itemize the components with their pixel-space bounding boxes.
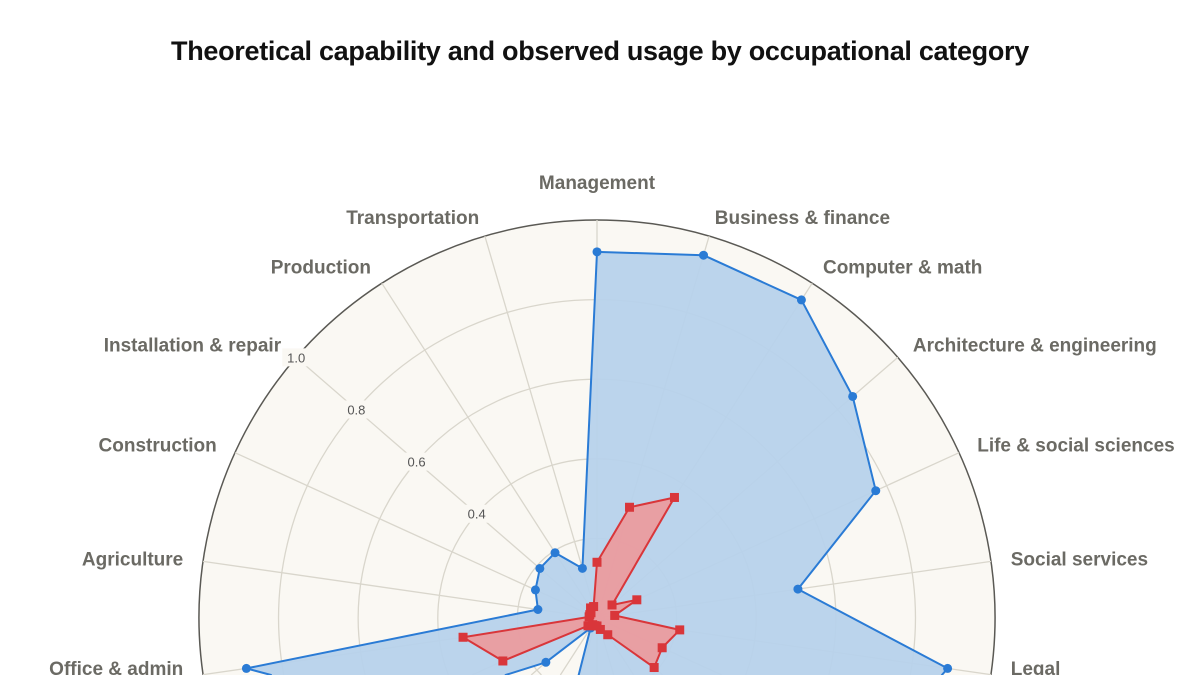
data-point xyxy=(592,557,602,567)
data-point xyxy=(793,584,803,594)
series-line-1 xyxy=(613,614,681,631)
series-line-1 xyxy=(462,636,504,662)
data-point xyxy=(541,657,551,667)
category-label: Agriculture xyxy=(82,550,183,571)
data-point xyxy=(699,250,709,260)
category-label: Life & social sciences xyxy=(977,435,1175,456)
data-point xyxy=(657,643,667,653)
series-line-1 xyxy=(628,496,676,509)
series-line-0 xyxy=(544,627,592,664)
data-point xyxy=(603,630,613,640)
category-label: Office & admin xyxy=(49,659,183,675)
data-point xyxy=(796,295,806,305)
data-point xyxy=(535,563,545,573)
radial-tick-label: 0.4 xyxy=(468,507,486,522)
series-line-0 xyxy=(596,250,705,257)
series-line-0 xyxy=(800,298,854,398)
radial-tick-label: 1.0 xyxy=(287,350,305,365)
data-point xyxy=(607,600,617,610)
data-point xyxy=(530,585,540,595)
category-label: Legal xyxy=(1011,659,1061,675)
series-line-0 xyxy=(577,627,592,675)
data-point xyxy=(649,663,659,673)
tick-label-bg xyxy=(282,348,311,367)
data-point xyxy=(589,602,599,612)
grid-spoke xyxy=(202,560,598,619)
series-area-1 xyxy=(463,497,680,668)
category-label: Computer & math xyxy=(823,257,982,278)
grid-spoke xyxy=(484,235,598,619)
series-line-0 xyxy=(581,250,598,570)
data-point xyxy=(550,548,560,558)
series-line-0 xyxy=(702,254,803,301)
category-label: Installation & repair xyxy=(104,335,282,356)
series-line-0 xyxy=(851,395,877,492)
data-point xyxy=(588,620,598,630)
category-label: Production xyxy=(271,257,371,278)
category-label: Architecture & engineering xyxy=(913,335,1157,356)
series-line-1 xyxy=(596,506,631,564)
series-area-0 xyxy=(246,251,948,675)
series-line-1 xyxy=(501,624,589,662)
series-line-0 xyxy=(245,608,539,670)
data-point xyxy=(632,595,642,605)
data-point xyxy=(583,621,593,631)
series-line-1 xyxy=(462,615,591,639)
data-point xyxy=(458,632,468,642)
series-line-0 xyxy=(504,661,547,675)
data-point xyxy=(241,663,251,673)
category-label: Management xyxy=(539,173,656,194)
data-point xyxy=(625,502,635,512)
series-line-0 xyxy=(554,551,584,570)
data-point xyxy=(871,486,881,496)
data-point xyxy=(675,625,685,635)
data-point xyxy=(848,391,858,401)
series-line-1 xyxy=(611,496,676,606)
series-line-0 xyxy=(796,588,949,670)
tick-label-bg xyxy=(402,452,431,471)
tick-label-bg xyxy=(342,400,371,419)
data-point xyxy=(577,563,587,573)
category-label: Transportation xyxy=(346,208,479,229)
category-label: Social services xyxy=(1011,550,1148,571)
series-line-0 xyxy=(796,489,877,591)
chart-title: Theoretical capability and observed usag… xyxy=(171,36,1029,66)
data-point xyxy=(533,605,543,615)
tick-label-bg xyxy=(462,504,491,523)
radial-tick-label: 0.6 xyxy=(407,455,425,470)
radial-tick-label: 0.8 xyxy=(347,402,365,417)
category-label: Business & finance xyxy=(715,208,890,229)
data-point xyxy=(498,656,508,666)
category-label: Construction xyxy=(99,435,217,456)
data-point xyxy=(586,608,596,618)
series-line-1 xyxy=(606,633,656,669)
data-point xyxy=(943,663,953,673)
data-point xyxy=(592,247,602,257)
series-line-1 xyxy=(592,561,598,608)
data-point xyxy=(669,492,679,502)
data-point xyxy=(610,610,620,620)
